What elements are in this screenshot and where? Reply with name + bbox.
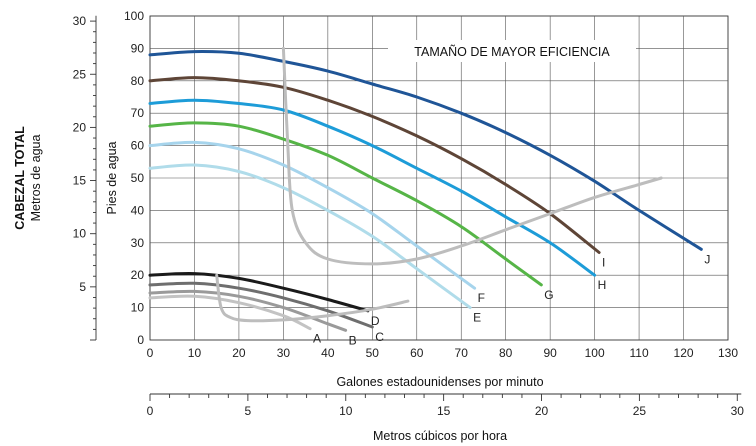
curve-label-b: B bbox=[349, 333, 357, 347]
curve-j bbox=[148, 50, 703, 251]
x-tick-label: 90 bbox=[543, 346, 557, 360]
curve-label-i: I bbox=[602, 256, 605, 270]
y-tick-label: 10 bbox=[131, 301, 145, 315]
x-tick-label: 100 bbox=[585, 346, 605, 360]
curve-label-h: H bbox=[598, 278, 607, 292]
x2-tick-label: 20 bbox=[535, 404, 549, 418]
curve-a bbox=[148, 294, 312, 331]
y2-tick-label: 5 bbox=[79, 280, 86, 294]
curve-label-c: C bbox=[375, 330, 384, 344]
x-tick-label: 120 bbox=[674, 346, 694, 360]
x2-tick-label: 0 bbox=[147, 404, 154, 418]
y2-tick-label: 30 bbox=[73, 14, 87, 28]
curve-d bbox=[148, 271, 370, 313]
curve-g bbox=[148, 121, 543, 287]
x-tick-label: 10 bbox=[188, 346, 202, 360]
y-tick-label: 70 bbox=[131, 106, 145, 120]
x2-tick-label: 10 bbox=[339, 404, 353, 418]
efficiency-boundary-1 bbox=[281, 46, 663, 266]
x-tick-label: 60 bbox=[410, 346, 424, 360]
labels: 0 10 20 30 40 50 60 70 80 90 100 110 120 130010203040… bbox=[73, 9, 745, 418]
x2-tick-label: 5 bbox=[245, 404, 252, 418]
efficiency-boundary-2 bbox=[215, 273, 410, 323]
x2-tick-label: 30 bbox=[731, 404, 745, 418]
y2-tick-label: 25 bbox=[73, 67, 87, 81]
y2-axis-title-line1: CABEZAL TOTAL bbox=[13, 126, 27, 230]
y2-tick-label: 20 bbox=[73, 120, 87, 134]
curve-b bbox=[148, 289, 348, 332]
y-tick-label: 50 bbox=[131, 171, 145, 185]
y-tick-label: 30 bbox=[131, 236, 145, 250]
y-tick-label: 90 bbox=[131, 41, 145, 55]
y-tick-label: 80 bbox=[131, 74, 145, 88]
axes bbox=[90, 15, 742, 401]
efficiency-boundaries bbox=[215, 46, 663, 323]
x-tick-label: 130 bbox=[718, 346, 738, 360]
curve-i bbox=[148, 76, 601, 254]
curve-f bbox=[148, 140, 477, 290]
x-tick-label: 110 bbox=[630, 346, 649, 360]
y-tick-label: 60 bbox=[131, 139, 145, 153]
curve-label-g: G bbox=[544, 288, 553, 302]
y-tick-label: 0 bbox=[137, 333, 144, 347]
curve-label-j: J bbox=[704, 252, 710, 266]
x-tick-label: 50 bbox=[366, 346, 380, 360]
x2-axis-title: Metros cúbicos por hora bbox=[373, 429, 507, 443]
y-tick-label: 20 bbox=[131, 268, 145, 282]
x-tick-label: 80 bbox=[499, 346, 513, 360]
x2-tick-label: 15 bbox=[437, 404, 451, 418]
curve-label-e: E bbox=[473, 311, 481, 325]
y-tick-label: 40 bbox=[131, 203, 145, 217]
x-tick-label: 70 bbox=[455, 346, 469, 360]
y-axis-title: Pies de agua bbox=[105, 141, 119, 214]
y2-tick-label: 10 bbox=[73, 227, 87, 241]
y2-axis-title-line2: Metros de agua bbox=[29, 135, 43, 222]
curve-e bbox=[148, 163, 472, 310]
x-tick-label: 0 bbox=[147, 346, 154, 360]
y2-tick-label: 15 bbox=[73, 174, 87, 188]
x2-tick-label: 25 bbox=[633, 404, 647, 418]
x-tick-label: 20 bbox=[232, 346, 246, 360]
curve-label-d: D bbox=[371, 314, 380, 328]
x-tick-label: 40 bbox=[321, 346, 335, 360]
curve-c bbox=[148, 281, 374, 329]
efficiency-annotation: TAMAÑO DE MAYOR EFICIENCIA bbox=[414, 45, 610, 59]
annotation-background bbox=[388, 40, 636, 62]
x-axis-title: Galones estadounidenses por minuto bbox=[336, 375, 543, 389]
y-tick-label: 100 bbox=[124, 9, 144, 23]
curve-label-a: A bbox=[313, 332, 321, 346]
curve-label-f: F bbox=[478, 291, 485, 305]
x-tick-label: 30 bbox=[277, 346, 291, 360]
